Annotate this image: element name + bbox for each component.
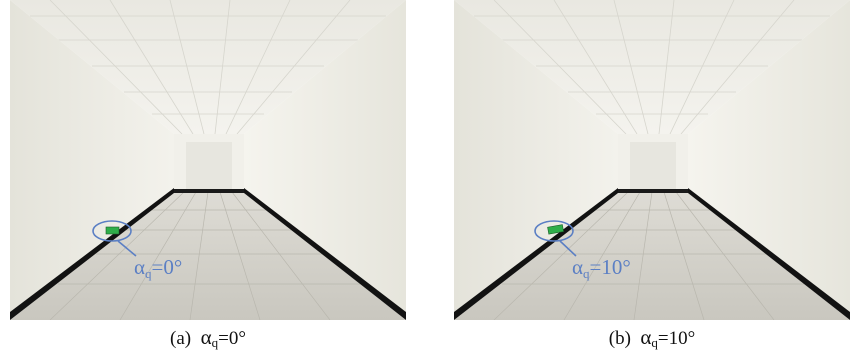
- end-wall-recess: [186, 142, 232, 190]
- ceiling: [454, 0, 850, 134]
- annotation-leader: [559, 240, 577, 257]
- end-baseboard: [618, 189, 688, 193]
- floor-tile-grid: [49, 191, 360, 320]
- left-baseboard: [454, 188, 618, 320]
- annotation-ellipse: [534, 220, 574, 242]
- right-baseboard: [688, 188, 850, 320]
- annotation-label: αq=10°: [572, 255, 631, 281]
- caption-prefix: (b): [608, 328, 631, 349]
- annotation-ellipse: [92, 220, 132, 242]
- corridor-image-a: αq=0°: [10, 0, 406, 320]
- caption-value: =0°: [218, 328, 246, 349]
- annotation-leader: [117, 240, 137, 257]
- ceiling-grid: [30, 0, 386, 135]
- ceiling-grid: [474, 0, 830, 135]
- right-wall: [688, 0, 850, 320]
- caption-value: =10°: [657, 328, 696, 349]
- caption-a: (a) αq=0°: [10, 322, 406, 352]
- floor: [454, 192, 850, 320]
- caption-symbol: α: [200, 325, 212, 349]
- right-baseboard: [244, 188, 406, 320]
- end-wall-recess: [630, 142, 676, 190]
- corridor-render-a: αq=0°: [10, 0, 406, 320]
- exit-sign: [105, 226, 120, 235]
- annotation-label: αq=0°: [134, 255, 182, 281]
- caption-b: (b) αq=10°: [454, 322, 850, 352]
- caption-symbol: α: [640, 325, 652, 349]
- left-wall: [454, 0, 618, 320]
- right-wall: [244, 0, 406, 320]
- ceiling: [10, 0, 406, 134]
- end-baseboard: [174, 189, 244, 193]
- corridor-render-b: αq=10°: [454, 0, 850, 320]
- caption-prefix: (a): [170, 328, 192, 349]
- corridor-image-b: αq=10°: [454, 0, 850, 320]
- floor: [10, 192, 406, 320]
- floor-tile-grid: [493, 191, 804, 320]
- left-baseboard: [10, 188, 174, 320]
- exit-sign: [547, 224, 564, 235]
- caption-subscript: q: [651, 335, 658, 350]
- left-wall: [10, 0, 174, 320]
- caption-subscript: q: [211, 335, 219, 350]
